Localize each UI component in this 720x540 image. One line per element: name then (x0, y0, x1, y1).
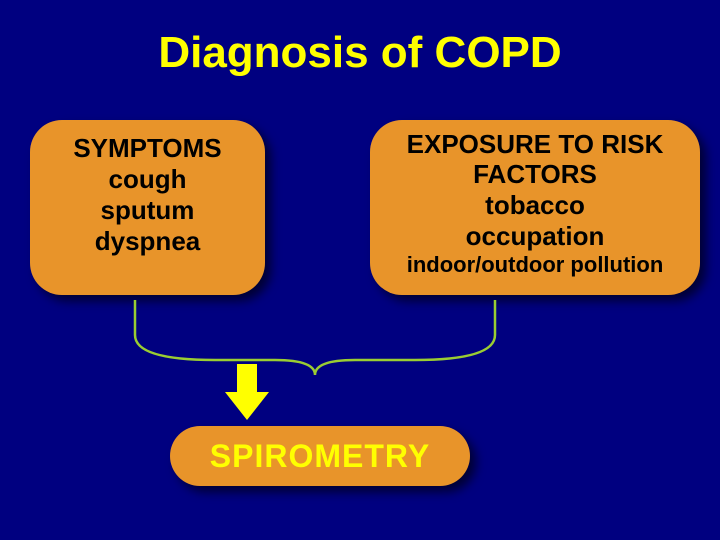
symptom-item: dyspnea (30, 226, 265, 257)
symptoms-box: SYMPTOMS cough sputum dyspnea (30, 120, 265, 295)
risk-heading-line: FACTORS (370, 160, 700, 190)
slide-title: Diagnosis of COPD (0, 28, 720, 78)
risk-box: EXPOSURE TO RISK FACTORS tobacco occupat… (370, 120, 700, 295)
risk-item: occupation (370, 221, 700, 252)
symptoms-heading: SYMPTOMS (30, 134, 265, 164)
symptom-item: cough (30, 164, 265, 195)
symptom-item: sputum (30, 195, 265, 226)
risk-item: tobacco (370, 190, 700, 221)
spirometry-label: SPIROMETRY (210, 438, 430, 475)
flow-connector (115, 300, 515, 380)
risk-item-small: indoor/outdoor pollution (370, 252, 700, 278)
spirometry-box: SPIROMETRY (170, 426, 470, 486)
down-arrow-icon (225, 364, 269, 430)
risk-heading-line: EXPOSURE TO RISK (370, 130, 700, 160)
